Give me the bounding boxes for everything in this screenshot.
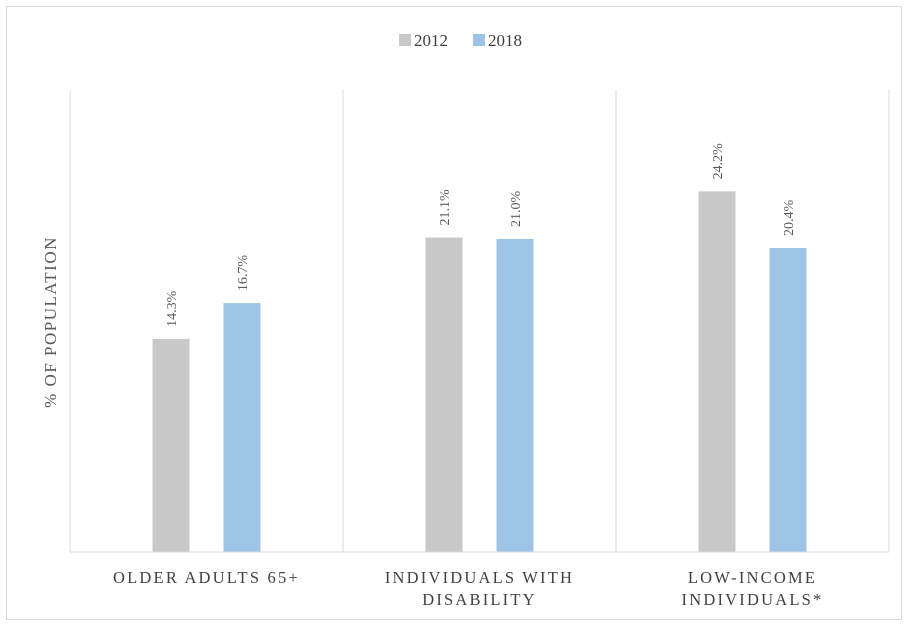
bar-2018 <box>223 303 261 552</box>
data-label: 24.2% <box>711 143 726 180</box>
category-label: LOW-INCOME <box>688 568 817 587</box>
data-label: 21.0% <box>509 191 524 228</box>
data-label: 16.7% <box>236 255 251 292</box>
bars <box>152 191 807 553</box>
bar-2018 <box>496 239 534 552</box>
data-label: 14.3% <box>165 290 180 327</box>
category-label: INDIVIDUALS WITH <box>385 568 574 587</box>
legend-label: 2012 <box>414 31 448 50</box>
category-label: OLDER ADULTS 65+ <box>113 568 300 587</box>
category-label: INDIVIDUALS* <box>682 590 824 609</box>
bar-2012 <box>698 191 736 553</box>
legend-label: 2018 <box>488 31 522 50</box>
legend: 2012 2018 <box>399 31 522 50</box>
legend-swatch <box>473 34 485 46</box>
bar-2018 <box>769 247 807 553</box>
data-label: 20.4% <box>782 199 797 236</box>
bar-2012 <box>152 338 190 552</box>
y-axis-title: % OF POPULATION <box>41 236 60 408</box>
data-labels: 14.3% 16.7% 21.1% 21.0% 24.2% 20.4% <box>165 143 797 327</box>
category-label: DISABILITY <box>422 590 537 609</box>
category-dividers <box>69 90 890 552</box>
bar-2012 <box>425 237 463 552</box>
legend-swatch <box>399 34 411 46</box>
data-label: 21.1% <box>438 189 453 226</box>
category-labels: OLDER ADULTS 65+ INDIVIDUALS WITH DISABILI… <box>113 568 824 609</box>
